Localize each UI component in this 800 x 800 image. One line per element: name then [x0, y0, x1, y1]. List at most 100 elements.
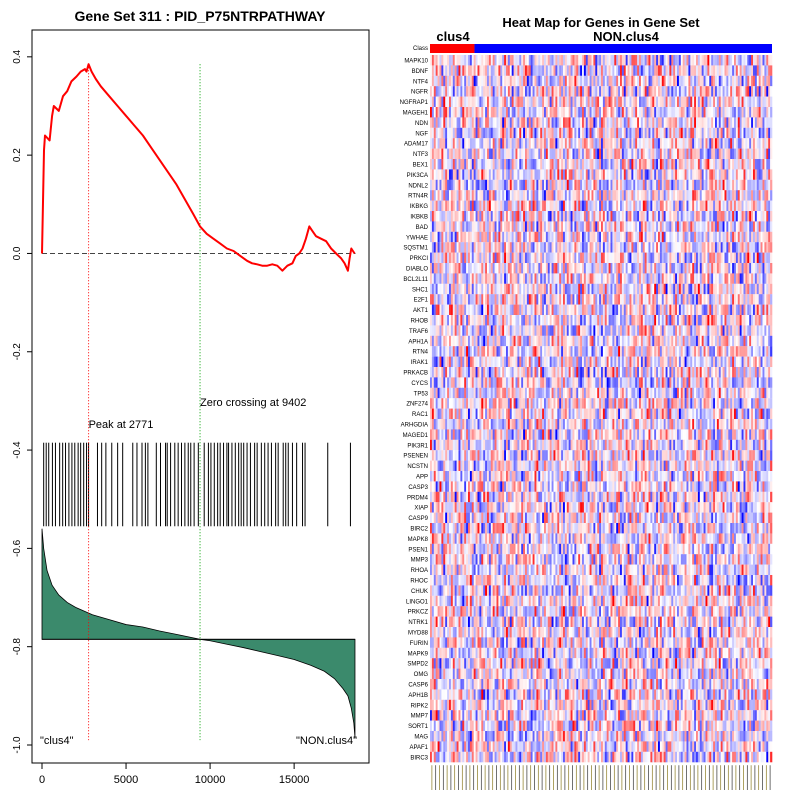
- heatmap-cell: [754, 252, 758, 264]
- heatmap-cell: [623, 315, 626, 326]
- heatmap-cell: [449, 304, 452, 316]
- heatmap-cell: [583, 65, 587, 76]
- heatmap-cell: [711, 242, 714, 253]
- heatmap-cell: [637, 127, 640, 139]
- heatmap-cell: [749, 252, 752, 264]
- heatmap-cell: [488, 148, 492, 160]
- heatmap-cell: [762, 169, 765, 180]
- heatmap-cell: [494, 211, 497, 222]
- heatmap-cell: [677, 138, 680, 149]
- heatmap-cell: [724, 263, 727, 274]
- heatmap-cell: [452, 96, 455, 108]
- heatmap-cell: [498, 107, 501, 118]
- heatmap-cell: [506, 179, 509, 191]
- heatmap-cell: [606, 169, 609, 180]
- heatmap-cell: [680, 315, 683, 326]
- heatmap-cell: [433, 252, 436, 264]
- heatmap-cell: [587, 179, 590, 191]
- heatmap-cell: [452, 252, 455, 264]
- heatmap-cell: [492, 138, 495, 149]
- heatmap-cell: [580, 315, 583, 326]
- heatmap-cell: [519, 283, 522, 295]
- heatmap-cell: [677, 169, 680, 180]
- heatmap-cell: [545, 200, 549, 212]
- heatmap-cell: [479, 273, 482, 284]
- heatmap-cell: [555, 169, 558, 180]
- heatmap-cell: [561, 252, 564, 264]
- heatmap-cell: [762, 263, 765, 274]
- heatmap-cell: [658, 315, 661, 326]
- heatmap-cell: [435, 107, 438, 118]
- heatmap-cell: [450, 242, 454, 253]
- heatmap-cell: [466, 75, 469, 87]
- heatmap-cell: [654, 127, 657, 139]
- heatmap-cell: [547, 117, 550, 128]
- heatmap-cell: [688, 127, 691, 139]
- heatmap-cell: [437, 55, 440, 66]
- heatmap-cell: [561, 304, 564, 316]
- heatmap-cell: [690, 86, 693, 97]
- heatmap-cell: [471, 75, 474, 87]
- heatmap-cell: [568, 138, 571, 149]
- heatmap-cell: [492, 159, 495, 170]
- heatmap-cell: [608, 179, 611, 191]
- heatmap-cell: [534, 304, 537, 316]
- heatmap-cell: [747, 148, 750, 160]
- heatmap-cell: [494, 221, 497, 232]
- heatmap-cell: [587, 107, 590, 118]
- heatmap-cell: [441, 273, 444, 284]
- heatmap-cell: [754, 242, 758, 253]
- heatmap-cell: [542, 315, 545, 326]
- heatmap-cell: [747, 117, 750, 128]
- heatmap-cell: [682, 283, 685, 295]
- heatmap-cell: [523, 200, 526, 212]
- heatmap-cell: [658, 127, 661, 139]
- heatmap-cell: [654, 263, 657, 274]
- heatmap-cell: [770, 169, 773, 180]
- heatmap-cell: [597, 107, 600, 118]
- heatmap-cell: [563, 315, 566, 326]
- heatmap-cell: [532, 65, 535, 76]
- heatmap-cell: [739, 148, 742, 160]
- heatmap-cell: [728, 294, 731, 305]
- heatmap-cell: [661, 200, 664, 212]
- heatmap-cell: [519, 138, 522, 149]
- heatmap-cell: [504, 283, 507, 295]
- heatmap-cell: [684, 117, 687, 128]
- heatmap-cell: [631, 242, 634, 253]
- heatmap-cell: [473, 252, 476, 264]
- heatmap-cell: [753, 107, 756, 118]
- heatmap-cell: [726, 65, 729, 76]
- heatmap-cell: [515, 242, 518, 253]
- heatmap-cell: [437, 231, 440, 243]
- heatmap-cell: [511, 231, 514, 243]
- heatmap-cell: [688, 263, 691, 274]
- heatmap-cell: [747, 315, 750, 326]
- heatmap-cell: [504, 325, 507, 336]
- heatmap-cell: [707, 179, 710, 191]
- heatmap-cell: [673, 200, 676, 212]
- heatmap-cell: [667, 190, 670, 201]
- heatmap-cell: [621, 325, 625, 336]
- heatmap-cell: [593, 294, 596, 305]
- heatmap-cell: [629, 179, 632, 191]
- heatmap-cell: [621, 96, 625, 108]
- heatmap-cell: [521, 96, 524, 108]
- heatmap-cell: [739, 211, 742, 222]
- heatmap-cell: [739, 86, 742, 97]
- heatmap-cell: [439, 138, 442, 149]
- heatmap-cell: [726, 96, 729, 108]
- heatmap-cell: [730, 96, 733, 108]
- heatmap-cell: [635, 55, 638, 66]
- heatmap-cell: [654, 159, 657, 170]
- heatmap-cell: [462, 273, 465, 284]
- heatmap-cell: [473, 221, 476, 232]
- heatmap-cell: [703, 325, 706, 336]
- heatmap-cell: [758, 304, 761, 316]
- heatmap-cell: [671, 65, 674, 76]
- heatmap-cell: [694, 315, 697, 326]
- heatmap-cell: [538, 283, 541, 295]
- heatmap-cell: [523, 148, 526, 160]
- heatmap-cell: [504, 294, 507, 305]
- heatmap-cell: [538, 200, 541, 212]
